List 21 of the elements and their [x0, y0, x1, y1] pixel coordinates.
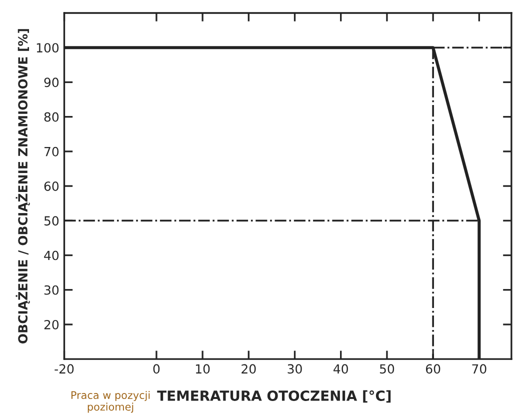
- x-tick-label: 30: [288, 364, 302, 374]
- x-axis-title: TEMERATURA OTOCZENIA [°C]: [157, 390, 391, 403]
- text: Praca w pozycji poziomej: [71, 390, 150, 413]
- x-tick-label: 0: [153, 364, 160, 374]
- y-tick-label: 50: [44, 216, 59, 226]
- x-tick-label: 10: [196, 364, 210, 374]
- x-tick-label: -20: [54, 364, 74, 374]
- x-tick-label: 60: [426, 364, 440, 374]
- y-tick-label: 100: [36, 43, 59, 53]
- y-axis-title: OBCIĄŻENIE / OBCIĄŻENIE ZNAMIONOWE [%]: [16, 29, 30, 344]
- x-tick-label: 20: [242, 364, 256, 374]
- y-tick-label: 60: [44, 182, 59, 191]
- y-tick-label: 30: [44, 285, 59, 295]
- x-tick-label: 40: [334, 364, 348, 374]
- y-tick-label: 70: [44, 146, 59, 156]
- y-tick-label: 90: [44, 78, 59, 88]
- y-tick-label: 40: [44, 250, 59, 260]
- y-tick-label: 20: [44, 320, 59, 330]
- y-tick-label: 80: [44, 112, 59, 122]
- x-tick-label: 50: [380, 364, 394, 374]
- x-tick-label: 70: [472, 364, 486, 374]
